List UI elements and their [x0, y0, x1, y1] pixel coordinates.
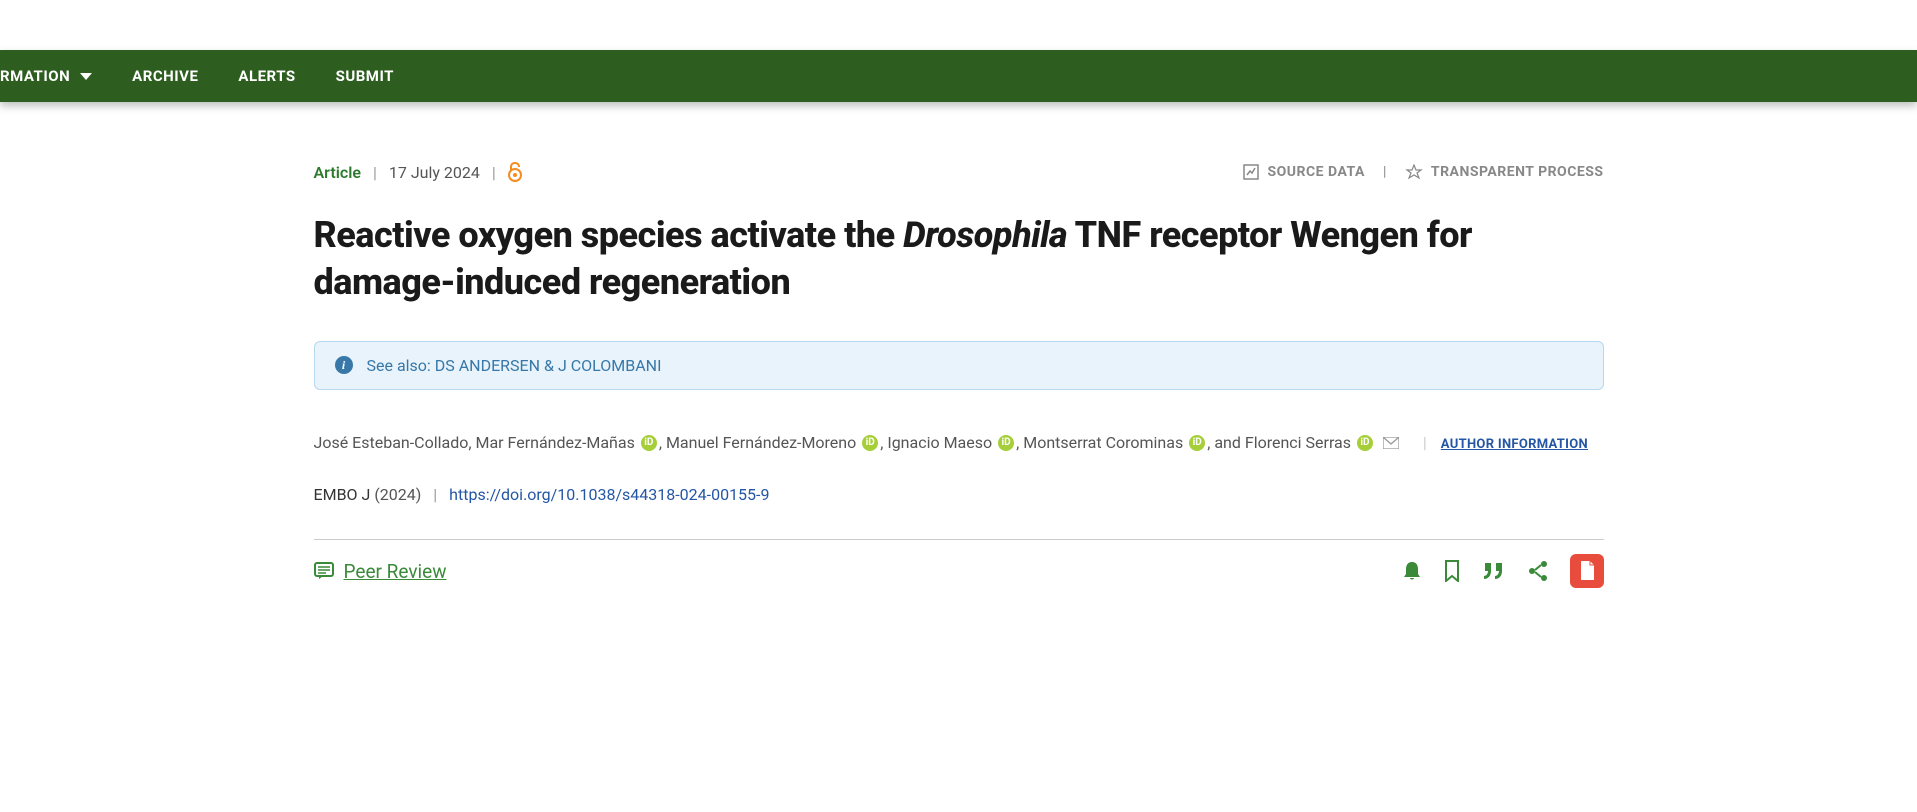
separator: |	[433, 485, 437, 504]
nav-information[interactable]: RMATION	[0, 67, 112, 85]
doi-link[interactable]: https://doi.org/10.1038/s44318-024-00155…	[449, 485, 769, 504]
alert-bell-icon[interactable]	[1402, 560, 1422, 582]
action-icons	[1402, 554, 1604, 588]
orcid-icon[interactable]: iD	[641, 435, 657, 451]
see-also-authors: DS ANDERSEN & J COLOMBANI	[435, 356, 662, 375]
separator: |	[1383, 164, 1387, 180]
see-also-box[interactable]: i See also: DS ANDERSEN & J COLOMBANI	[314, 341, 1604, 390]
author-prefix: and	[1214, 433, 1245, 452]
meta-row: Article | 17 July 2024 | SOURCE DATA |	[314, 162, 1604, 182]
info-icon: i	[335, 356, 353, 374]
author-information-link[interactable]: AUTHOR INFORMATION	[1441, 437, 1588, 452]
share-icon[interactable]	[1528, 560, 1548, 582]
bookmark-icon[interactable]	[1444, 560, 1460, 582]
cite-icon[interactable]	[1482, 562, 1506, 580]
nav-label: SUBMIT	[336, 67, 394, 85]
separator: |	[492, 163, 496, 182]
title-italic: Drosophila	[903, 214, 1067, 256]
publication-year: (2024)	[374, 485, 421, 504]
separator: |	[373, 163, 377, 182]
source-data-label: SOURCE DATA	[1268, 164, 1365, 180]
nav-archive[interactable]: ARCHIVE	[112, 67, 218, 85]
transparent-process-icon	[1405, 164, 1423, 180]
orcid-icon[interactable]: iD	[998, 435, 1014, 451]
transparent-process-label: TRANSPARENT PROCESS	[1431, 164, 1604, 180]
transparent-process-link[interactable]: TRANSPARENT PROCESS	[1405, 164, 1604, 180]
nav-alerts[interactable]: ALERTS	[218, 67, 315, 85]
meta-right: SOURCE DATA | TRANSPARENT PROCESS	[1242, 163, 1604, 181]
author-info-wrapper: | AUTHOR INFORMATION	[1403, 429, 1588, 458]
author[interactable]: Manuel Fernández-Moreno	[666, 433, 856, 452]
peer-review-label: Peer Review	[344, 560, 447, 583]
separator: |	[1423, 433, 1427, 452]
nav-label: ALERTS	[238, 67, 295, 85]
source-data-link[interactable]: SOURCE DATA	[1242, 163, 1365, 181]
orcid-icon[interactable]: iD	[862, 435, 878, 451]
author[interactable]: José Esteban-Collado	[314, 433, 469, 452]
author[interactable]: Florenci Serras	[1245, 433, 1351, 452]
article-type: Article	[314, 163, 361, 182]
open-access-icon	[508, 162, 522, 182]
see-also-prefix: See also:	[367, 356, 435, 375]
author-list: José Esteban-Collado, Mar Fernández-Maña…	[314, 425, 1604, 458]
meta-left: Article | 17 July 2024 |	[314, 162, 522, 182]
pdf-download-button[interactable]	[1570, 554, 1604, 588]
nav-submit[interactable]: SUBMIT	[316, 67, 414, 85]
citation: EMBO J (2024) | https://doi.org/10.1038/…	[314, 485, 1604, 504]
orcid-icon[interactable]: iD	[1357, 435, 1373, 451]
chevron-down-icon	[80, 73, 92, 80]
orcid-icon[interactable]: iD	[1189, 435, 1205, 451]
article-title: Reactive oxygen species activate the Dro…	[314, 212, 1604, 306]
action-bar: Peer Review	[314, 539, 1604, 588]
mail-icon[interactable]	[1383, 437, 1399, 449]
article-content: Article | 17 July 2024 | SOURCE DATA |	[314, 102, 1604, 588]
author[interactable]: Montserrat Corominas	[1023, 433, 1183, 452]
author[interactable]: Ignacio Maeso	[887, 433, 992, 452]
title-part1: Reactive oxygen species activate the	[314, 214, 904, 256]
peer-review-icon	[314, 562, 334, 580]
nav-label: ARCHIVE	[132, 67, 198, 85]
source-data-icon	[1242, 163, 1260, 181]
peer-review-link[interactable]: Peer Review	[314, 560, 447, 583]
journal-name: EMBO J	[314, 485, 371, 504]
nav-label: RMATION	[0, 67, 70, 85]
top-nav: RMATION ARCHIVE ALERTS SUBMIT	[0, 50, 1917, 102]
author[interactable]: Mar Fernández-Mañas	[475, 433, 634, 452]
see-also-text: See also: DS ANDERSEN & J COLOMBANI	[367, 356, 662, 375]
publication-date: 17 July 2024	[389, 163, 480, 182]
